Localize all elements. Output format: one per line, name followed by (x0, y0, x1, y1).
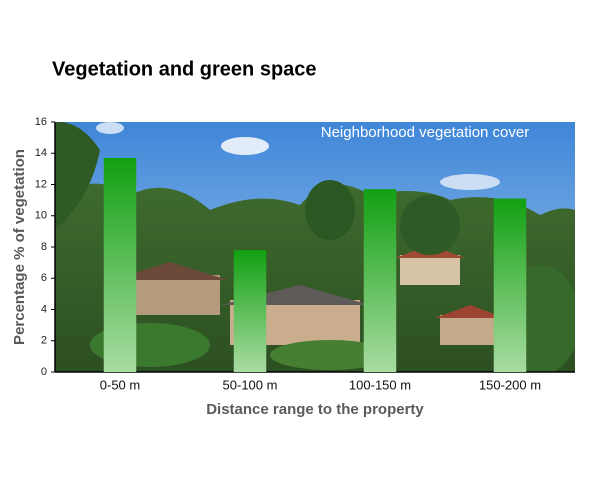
y-tick-label: 0 (41, 366, 47, 378)
y-tick-label: 4 (41, 303, 47, 315)
y-tick-label: 6 (41, 272, 47, 284)
x-tick-label: 0-50 m (100, 377, 140, 392)
x-tick-label: 100-150 m (349, 377, 411, 392)
bar (103, 157, 137, 372)
bar (363, 189, 397, 372)
x-tick-label: 50-100 m (223, 377, 278, 392)
y-tick-label: 10 (35, 210, 47, 222)
y-tick-label: 12 (35, 178, 47, 190)
bar (233, 250, 267, 372)
y-axis-title: Percentage % of vegetation (11, 149, 28, 345)
y-tick-label: 8 (41, 241, 47, 253)
chart-title: Vegetation and green space (52, 58, 317, 80)
background-photo (55, 122, 575, 372)
y-tick-label: 2 (41, 335, 47, 347)
y-tick-label: 16 (35, 116, 47, 128)
x-axis-title: Distance range to the property (206, 401, 424, 418)
y-tick-label: 14 (35, 147, 47, 159)
annotation: Neighborhood vegetation cover (321, 124, 529, 141)
x-tick-label: 150-200 m (479, 377, 541, 392)
bar (493, 198, 527, 372)
